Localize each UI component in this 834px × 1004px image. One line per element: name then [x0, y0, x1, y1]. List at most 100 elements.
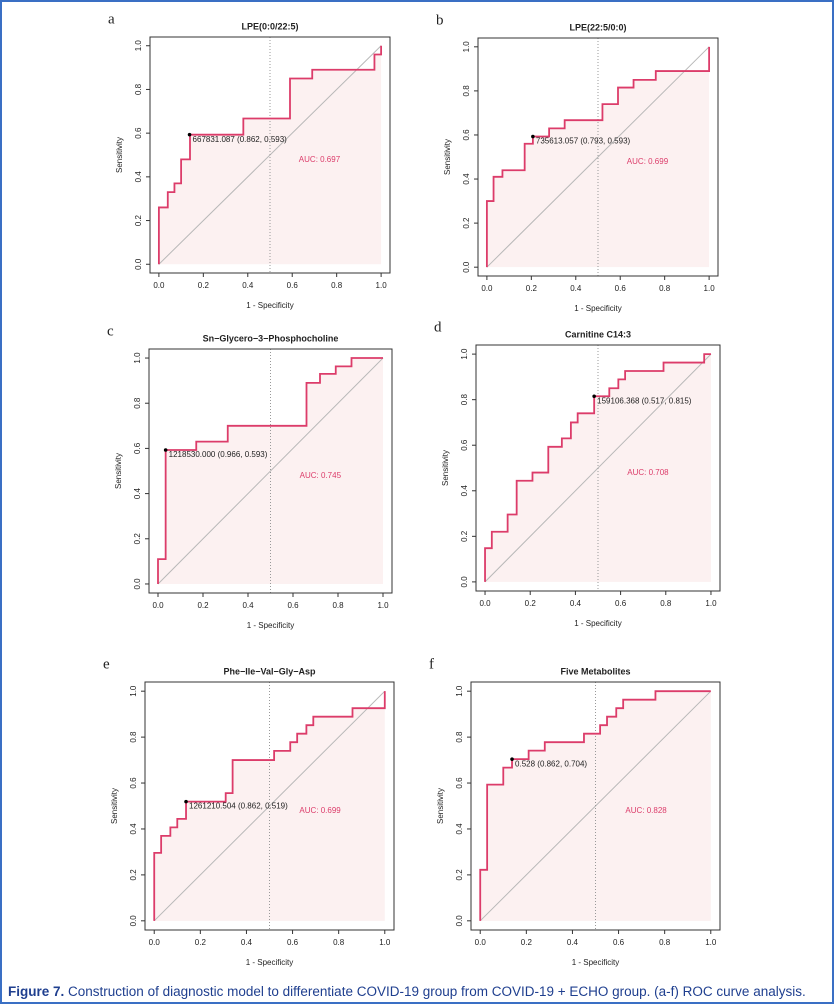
y-tick-label: 0.6 [134, 127, 143, 139]
y-tick-label: 0.0 [462, 261, 471, 273]
chart-title: Sn−Glycero−3−Phosphocholine [203, 333, 339, 343]
y-tick-label: 0.8 [455, 731, 464, 743]
y-axis-label: Sensitivity [441, 450, 450, 486]
x-tick-label: 1.0 [704, 284, 716, 293]
x-tick-label: 0.8 [333, 938, 345, 947]
x-tick-label: 0.0 [149, 938, 161, 947]
x-axis-label: 1 - Specificity [572, 958, 620, 967]
plot-frame [470, 681, 721, 931]
x-tick-label: 0.2 [526, 284, 538, 293]
x-axis-label: 1 - Specificity [574, 619, 622, 628]
y-tick-label: 0.2 [133, 533, 142, 545]
y-axis-label: Sensitivity [436, 788, 445, 824]
x-tick-label: 0.2 [197, 601, 209, 610]
y-tick-label: 0.0 [133, 578, 142, 590]
y-tick-label: 0.2 [462, 217, 471, 229]
chart-title: LPE(0:0/22:5) [241, 21, 298, 31]
x-tick-label: 0.0 [479, 599, 491, 608]
y-tick-label: 0.4 [134, 171, 143, 183]
threshold-point [184, 799, 188, 804]
threshold-label: 1261210.504 (0.862, 0.519) [189, 802, 288, 811]
plot-frame [144, 681, 395, 931]
x-tick-label: 0.6 [615, 599, 627, 608]
panel-label: a [108, 11, 115, 27]
chart-title: LPE(22:5/0:0) [569, 22, 626, 32]
panel-label: c [107, 323, 114, 339]
caption-label: Figure 7. [8, 984, 65, 999]
y-axis-label: Sensitivity [114, 453, 123, 489]
panel-label: b [436, 12, 444, 28]
y-tick-label: 0.0 [129, 915, 138, 927]
caption-text: Construction of diagnostic model to diff… [68, 984, 806, 999]
y-tick-label: 1.0 [460, 348, 469, 360]
x-tick-label: 1.0 [376, 281, 388, 290]
x-tick-label: 0.4 [242, 281, 254, 290]
x-tick-label: 0.6 [287, 601, 299, 610]
x-axis-label: 1 - Specificity [574, 304, 622, 313]
y-tick-label: 0.0 [455, 915, 464, 927]
x-tick-label: 0.0 [153, 281, 165, 290]
threshold-point [187, 132, 192, 137]
y-tick-label: 0.2 [460, 530, 469, 542]
charts: a LPE(0:0/22:5) 1 - Specificity Sensitivity… [103, 11, 721, 967]
chart-title: Five Metabolites [560, 666, 630, 676]
x-tick-label: 0.8 [659, 284, 671, 293]
y-tick-label: 1.0 [462, 41, 471, 53]
y-tick-label: 0.6 [455, 777, 464, 789]
plot-frame [149, 36, 391, 274]
y-tick-label: 0.0 [460, 576, 469, 588]
x-tick-label: 0.0 [475, 938, 487, 947]
y-tick-label: 0.4 [129, 823, 138, 835]
roc-curve [479, 690, 711, 921]
threshold-label: 0.528 (0.862, 0.704) [515, 759, 587, 768]
y-tick-label: 0.8 [462, 85, 471, 97]
y-tick-label: 0.6 [133, 442, 142, 454]
x-tick-label: 0.2 [198, 281, 210, 290]
threshold-label: 667831.087 (0.862, 0.593) [193, 135, 288, 144]
y-tick-label: 0.0 [134, 258, 143, 270]
threshold-label: 1218530.000 (0.966, 0.593) [169, 450, 268, 459]
auc-label: AUC: 0.699 [627, 157, 669, 166]
roc-curve [157, 45, 383, 265]
x-tick-label: 1.0 [379, 938, 391, 947]
y-tick-label: 0.6 [462, 129, 471, 141]
threshold-point [592, 394, 596, 399]
roc-curve [485, 46, 711, 268]
x-tick-label: 0.8 [660, 599, 672, 608]
y-axis-label: Sensitivity [443, 139, 452, 175]
x-axis-label: 1 - Specificity [246, 301, 294, 310]
auc-label: AUC: 0.697 [299, 155, 341, 164]
chart-title: Phe−Ile−Val−Gly−Asp [223, 666, 316, 676]
x-tick-label: 0.4 [242, 601, 254, 610]
auc-label: AUC: 0.708 [627, 468, 669, 477]
reference-diagonal [486, 46, 710, 268]
x-tick-label: 0.6 [287, 938, 299, 947]
y-axis-label: Sensitivity [115, 137, 124, 173]
x-axis-label: 1 - Specificity [247, 621, 295, 630]
roc-curve [157, 357, 383, 584]
x-tick-label: 0.8 [331, 281, 343, 290]
threshold-point [163, 448, 168, 452]
panel-label: e [103, 656, 110, 672]
x-tick-label: 0.6 [615, 284, 627, 293]
threshold-point [531, 134, 535, 139]
x-tick-label: 0.0 [481, 284, 493, 293]
y-tick-label: 0.8 [134, 83, 143, 95]
x-tick-label: 0.4 [570, 599, 582, 608]
threshold-label: 735613.057 (0.793, 0.593) [536, 137, 631, 146]
auc-label: AUC: 0.828 [625, 806, 667, 815]
y-tick-label: 0.8 [129, 731, 138, 743]
y-tick-label: 0.6 [129, 777, 138, 789]
y-tick-label: 0.4 [460, 485, 469, 497]
roc-curve [153, 691, 386, 921]
x-tick-label: 1.0 [377, 601, 389, 610]
y-tick-label: 0.8 [133, 397, 142, 409]
caption: Figure 7. Construction of diagnostic mod… [8, 984, 806, 999]
y-tick-label: 0.4 [455, 823, 464, 835]
x-tick-label: 0.2 [195, 938, 207, 947]
panel-label: d [434, 319, 442, 335]
x-tick-label: 0.4 [241, 938, 253, 947]
plot-frame [148, 348, 393, 594]
x-tick-label: 0.2 [521, 938, 533, 947]
